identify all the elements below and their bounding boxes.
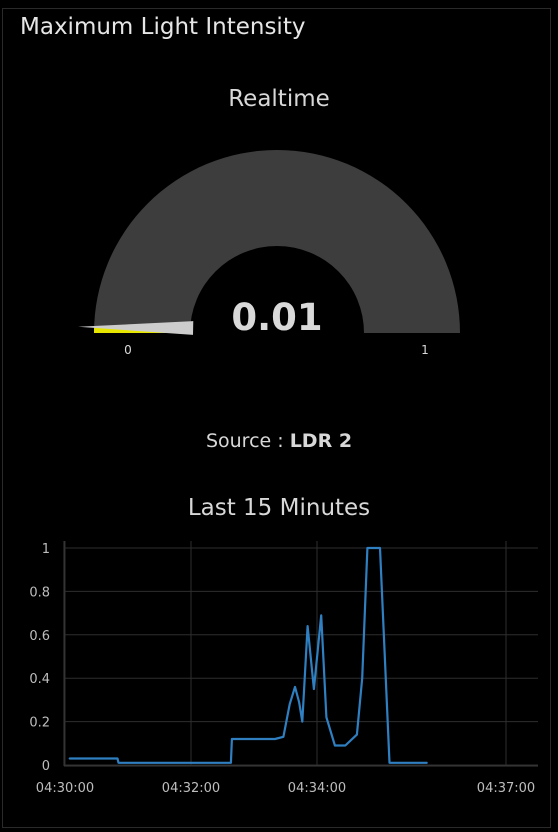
- x-tick-label: 04:32:00: [162, 781, 220, 796]
- data-point: [301, 721, 303, 723]
- source-prefix: Source :: [205, 430, 290, 452]
- data-point: [116, 757, 119, 760]
- gauge-needle: [78, 321, 194, 335]
- gauge-min-label: 0: [124, 343, 132, 357]
- data-point: [306, 625, 309, 627]
- gauge-max-label: 1: [421, 343, 429, 357]
- data-point: [388, 762, 391, 764]
- data-point: [379, 547, 381, 549]
- data-point: [366, 547, 368, 549]
- data-point: [361, 677, 363, 679]
- data-point: [117, 762, 120, 764]
- y-tick-label: 0: [42, 759, 50, 774]
- data-point: [282, 736, 284, 738]
- x-tick-label: 04:34:00: [288, 781, 346, 796]
- source-line: Source : LDR 2: [0, 430, 558, 452]
- data-point: [298, 701, 300, 703]
- data-point: [426, 762, 428, 764]
- source-name: LDR 2: [289, 430, 353, 452]
- data-point: [313, 688, 315, 690]
- data-point: [294, 686, 296, 688]
- series-line: [69, 546, 428, 764]
- data-point: [325, 716, 328, 718]
- dashboard-panel: [2, 8, 551, 828]
- gauge-track: [94, 150, 460, 333]
- x-tick-label: 04:30:00: [36, 781, 94, 796]
- gauge-label: Realtime: [228, 86, 330, 112]
- y-tick-label: 0.8: [29, 585, 50, 600]
- data-point: [334, 744, 336, 747]
- data-point: [68, 757, 70, 760]
- gauge-value: 0.01: [231, 296, 322, 339]
- y-tick-label: 1: [42, 542, 50, 557]
- data-point: [231, 738, 233, 740]
- y-tick-label: 0.6: [29, 629, 50, 644]
- gauge: 0.01 0 1: [78, 150, 460, 357]
- data-point: [320, 614, 322, 616]
- data-point: [344, 744, 346, 747]
- y-tick-label: 0.4: [29, 672, 50, 687]
- data-point: [356, 734, 358, 736]
- data-point: [274, 738, 276, 740]
- data-point: [289, 703, 291, 705]
- panel-title: Maximum Light Intensity: [20, 14, 306, 40]
- data-point: [230, 762, 232, 764]
- chart-label: Last 15 Minutes: [187, 495, 371, 521]
- x-tick-label: 04:37:00: [477, 781, 535, 796]
- y-tick-label: 0.2: [29, 716, 50, 731]
